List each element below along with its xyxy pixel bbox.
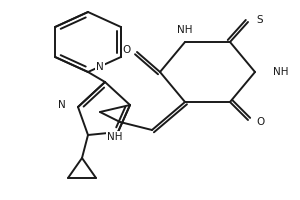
Text: N: N (58, 100, 66, 110)
Text: NH: NH (273, 67, 289, 77)
Text: O: O (256, 117, 264, 127)
Text: NH: NH (107, 132, 123, 142)
Text: NH: NH (177, 25, 193, 35)
Text: S: S (256, 15, 262, 25)
Text: N: N (96, 62, 104, 72)
Text: O: O (123, 45, 131, 55)
